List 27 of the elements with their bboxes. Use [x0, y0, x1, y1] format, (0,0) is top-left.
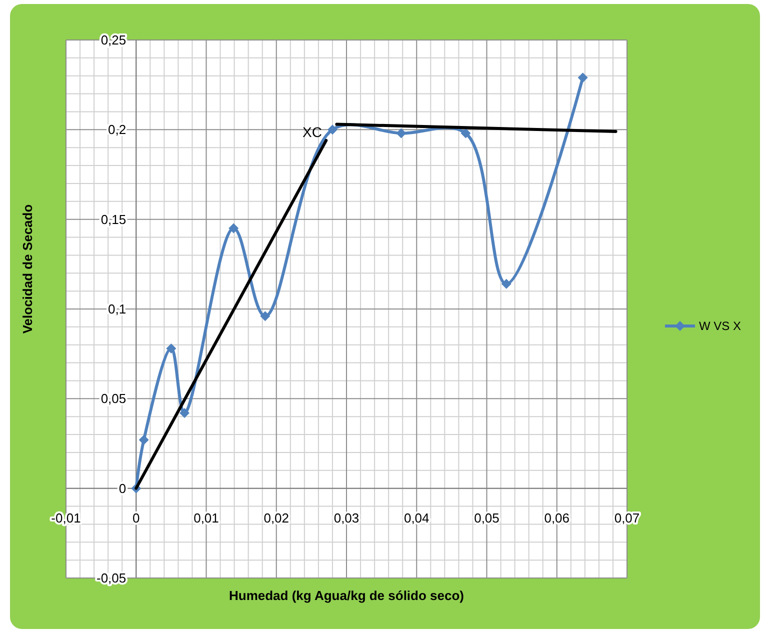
y-tick-label: 0	[118, 480, 126, 496]
y-tick-label: 0,15	[100, 212, 126, 227]
x-tick-label: 0,05	[474, 510, 500, 526]
point	[578, 72, 588, 83]
point	[396, 128, 406, 138]
point	[166, 343, 176, 354]
legend-label: W VS X	[699, 319, 742, 334]
y-tick-label: 0,25	[100, 32, 126, 48]
y-tick-label: 0,1	[108, 302, 126, 317]
y-tick-label: 0,05	[100, 391, 126, 406]
y-tick-label: 0,2	[108, 122, 126, 138]
x-tick-label: 0,04	[404, 510, 430, 526]
x-axis-title: Humedad (kg Agua/kg de sólido seco)	[229, 588, 464, 603]
x-tick-label: 0	[132, 510, 140, 526]
x-tick-label: 0,03	[334, 510, 360, 526]
y-axis-title: Velocidad de Secado	[20, 204, 35, 334]
point	[180, 408, 190, 418]
point	[501, 278, 512, 289]
point	[260, 311, 270, 322]
point	[228, 223, 239, 234]
annotation: XC	[302, 124, 322, 140]
x-tick-label: 0,06	[544, 510, 570, 526]
x-tick-label: 0,01	[194, 510, 219, 526]
x-tick-label: 0,02	[264, 510, 290, 526]
point	[138, 434, 149, 445]
point	[460, 128, 471, 138]
point	[327, 124, 338, 135]
